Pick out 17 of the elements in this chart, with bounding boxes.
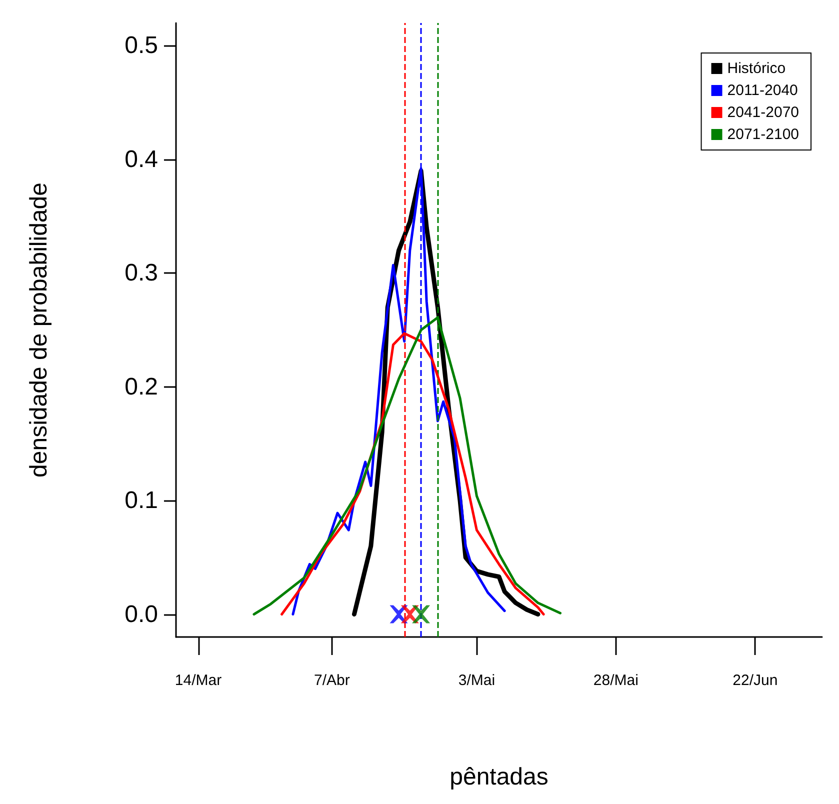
y-tick-label: 0.2	[124, 373, 158, 400]
x-tick-label: 7/Abr	[314, 672, 350, 689]
legend-label: 2011-2040	[727, 82, 798, 99]
y-tick-label: 0.0	[124, 600, 158, 628]
x-tick-label: 14/Mar	[174, 672, 222, 689]
x-tick-label: 22/Jun	[732, 672, 778, 689]
x-tick-label: 28/Mai	[593, 672, 638, 689]
x-tick-label: 3/Mai	[458, 672, 496, 689]
legend-label: 2041-2070	[727, 104, 799, 121]
y-tick-label: 0.3	[124, 260, 158, 287]
legend-label: 2071-2100	[727, 126, 799, 143]
x-axis-title: pêntadas	[450, 764, 548, 790]
y-axis-title: densidade de probabilidade	[26, 182, 52, 478]
y-tick-label: 0.1	[124, 487, 158, 514]
y-tick-label: 0.5	[124, 32, 158, 60]
legend-label: Histórico	[727, 60, 786, 77]
y-tick-label: 0.4	[124, 146, 158, 173]
